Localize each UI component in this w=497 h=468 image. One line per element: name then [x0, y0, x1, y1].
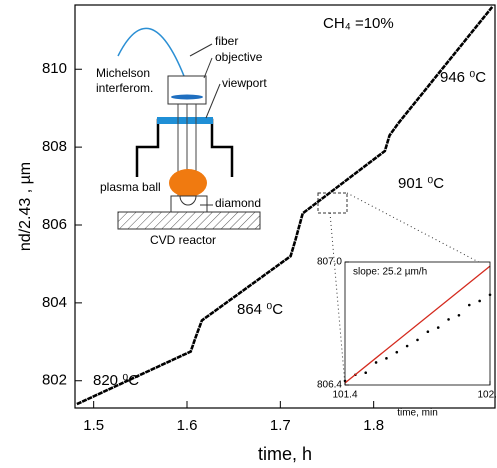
annotation: 864 ⁰C: [237, 301, 283, 318]
y-tick-label: 808: [42, 138, 67, 155]
data-point: [374, 361, 378, 364]
y-axis-label: nd/2.43 , µm: [17, 162, 34, 251]
zoom-line: [329, 212, 346, 386]
inset-background: [345, 262, 490, 385]
data-point: [364, 371, 368, 375]
diagram-label: Michelson: [96, 66, 150, 80]
x-tick-label: 102.8: [477, 390, 497, 401]
x-axis-label: time, min: [397, 408, 438, 419]
data-point: [416, 338, 419, 342]
inset-title: slope: 25.2 µm/h: [353, 267, 427, 278]
annotation: 820 ⁰C: [93, 372, 139, 389]
data-line: [344, 265, 491, 384]
diagram-label: fiber: [215, 34, 238, 48]
data-point: [385, 357, 388, 360]
diagram-label: viewport: [222, 76, 267, 90]
data-point: [405, 344, 409, 348]
reactor-wall: [135, 118, 234, 177]
fiber-drawing: [117, 27, 185, 77]
data-point: [478, 299, 481, 303]
setup-schematic: fiber objective Michelson interferom. vi…: [96, 27, 267, 247]
leader: [189, 43, 213, 57]
x-tick-label: 1.6: [177, 417, 198, 434]
annotation: 901 ⁰C: [398, 175, 444, 192]
y-tick-label: 810: [42, 60, 67, 77]
data-point: [467, 303, 471, 307]
annotation: CH₄ =10%: [323, 15, 394, 32]
y-tick-label: 804: [42, 294, 67, 311]
diagram-label: diamond: [215, 196, 261, 210]
plasma-drawing: [169, 169, 207, 197]
diagram-label: plasma ball: [100, 180, 161, 194]
x-tick-label: 101.4: [332, 390, 357, 401]
data-point: [426, 330, 430, 334]
plot-frame: [74, 4, 496, 409]
plot-frame: [344, 261, 491, 386]
data-point: [457, 314, 461, 317]
objective-drawing: [167, 75, 207, 105]
y-tick-label: 806: [42, 216, 67, 233]
reactor-base: [117, 211, 261, 230]
diamond-holder: [170, 195, 208, 213]
zoom-box: [317, 192, 348, 214]
diagram-label: interferom.: [96, 81, 153, 95]
y-tick-label: 806.4: [317, 380, 342, 391]
annotation: 946 ⁰C: [440, 69, 486, 86]
y-tick-label: 807.0: [317, 257, 342, 268]
leader: [203, 57, 213, 79]
diagram-label: CVD reactor: [150, 233, 216, 247]
x-tick-label: 1.7: [270, 417, 291, 434]
lens: [171, 94, 203, 100]
leader: [205, 83, 221, 119]
x-tick-label: 1.8: [363, 417, 384, 434]
data-point: [436, 326, 440, 329]
diagram-label: objective: [215, 50, 263, 64]
data-point: [395, 350, 399, 354]
data-point: [447, 318, 450, 321]
viewport-drawing: [157, 117, 213, 124]
diamond-drawing: [179, 195, 197, 206]
data-line: [76, 6, 494, 406]
x-tick-label: 1.5: [83, 417, 104, 434]
y-tick-label: 802: [42, 372, 67, 389]
zoom-line: [346, 192, 491, 269]
x-axis-label: time, h: [258, 444, 312, 464]
